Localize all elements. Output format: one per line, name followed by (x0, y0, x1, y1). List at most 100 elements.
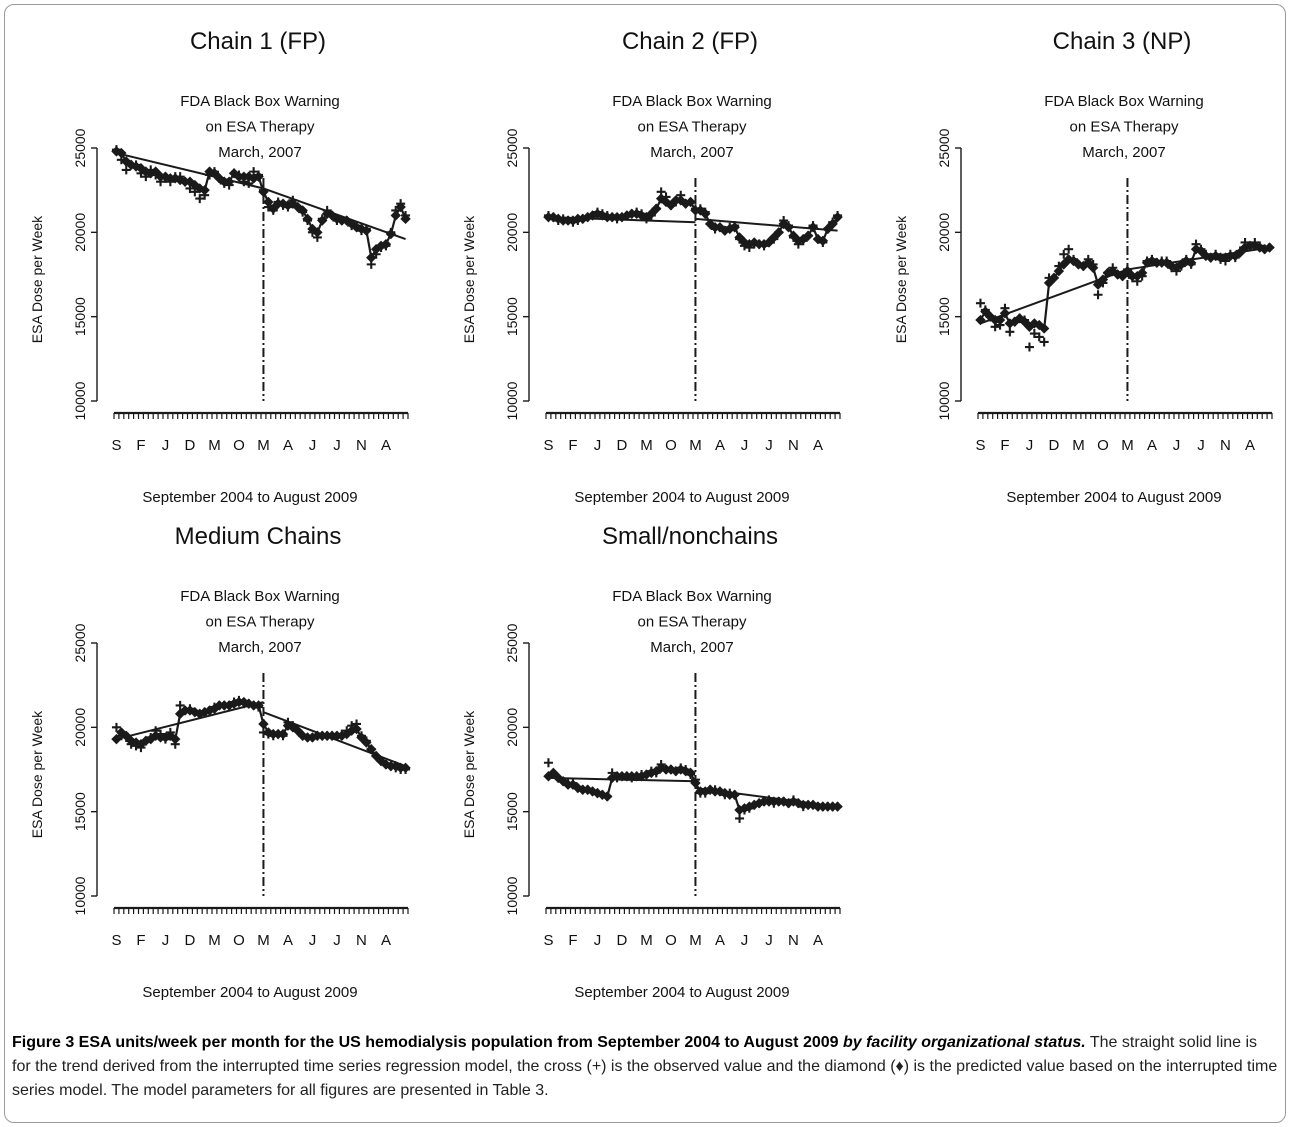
observed-cross (1201, 249, 1211, 259)
observed-cross (1005, 327, 1015, 337)
observed-cross (263, 202, 273, 212)
x-tick-label: A (715, 437, 725, 454)
chart-panel: Chain 1 (FP) FDA Black Box Warning on ESA … (29, 28, 411, 506)
x-tick-label: F (568, 437, 577, 454)
chart-panel: Chain 3 (NP) FDA Black Box Warning on ESA … (893, 28, 1275, 506)
observed-cross (1024, 342, 1034, 352)
observed-cross (788, 232, 798, 242)
observed-cross (170, 739, 180, 749)
x-tick-label: A (381, 437, 391, 454)
observed-cross (342, 726, 352, 736)
x-tick-label: M (1121, 437, 1134, 454)
observed-cross (764, 237, 774, 247)
trend-line (116, 701, 264, 741)
y-axis-label: ESA Dose per Week (29, 710, 45, 838)
observed-cross (1211, 249, 1221, 259)
observed-cross (681, 199, 691, 209)
observed-cross (352, 221, 362, 231)
observed-cross (1186, 259, 1196, 269)
observed-cross (1137, 271, 1147, 281)
observed-cross (254, 170, 264, 180)
observed-cross (293, 202, 303, 212)
observed-cross (190, 707, 200, 717)
observed-cross (1127, 273, 1137, 283)
y-tick-label: 20000 (72, 213, 88, 252)
observed-cross (739, 241, 749, 251)
predicted-diamond (111, 733, 122, 745)
chart-title: Chain 2 (FP) (622, 28, 758, 55)
observed-cross (401, 765, 411, 774)
observed-cross (676, 190, 686, 200)
observed-cross (1206, 253, 1216, 263)
observed-cross (352, 719, 362, 729)
observed-cross (597, 209, 607, 219)
observed-cross (1250, 237, 1260, 247)
observed-cross (391, 763, 401, 773)
observed-cross (386, 761, 396, 771)
observed-cross (583, 212, 593, 222)
observed-cross (622, 771, 632, 781)
observed-cross (205, 705, 215, 715)
observed-cross (1034, 332, 1044, 342)
x-tick-label: S (543, 437, 553, 454)
observed-cross (200, 190, 210, 200)
observed-cross (548, 770, 558, 780)
x-tick-label: J (765, 932, 773, 949)
observed-cross (666, 765, 676, 774)
annotation-text: FDA Black Box Warning (180, 588, 340, 605)
observed-cross (833, 210, 843, 220)
observed-cross (283, 717, 293, 727)
x-tick-label: A (813, 932, 823, 949)
observed-cross (244, 699, 254, 709)
trend-line (263, 711, 406, 768)
predicted-diamond (312, 227, 323, 238)
x-tick-label: F (136, 437, 145, 454)
observed-cross (705, 219, 715, 229)
observed-cross (641, 770, 651, 780)
y-tick-label: 15000 (504, 297, 520, 336)
annotation-text: on ESA Therapy (206, 614, 315, 631)
observed-cross (219, 178, 229, 188)
annotation-text: FDA Black Box Warning (180, 93, 340, 110)
observed-cross (769, 798, 779, 808)
x-axis-label: September 2004 to August 2009 (142, 984, 357, 1001)
chart-panel: Small/nonchains FDA Black Box Warning on E… (461, 523, 843, 1001)
observed-cross (376, 756, 386, 766)
predicted-line (116, 150, 407, 261)
observed-cross (627, 773, 637, 783)
annotation-text: FDA Black Box Warning (612, 93, 772, 110)
observed-cross (121, 165, 131, 175)
observed-cross (1255, 241, 1265, 251)
observed-cross (543, 758, 553, 768)
observed-cross (160, 734, 170, 744)
observed-cross (386, 227, 396, 237)
observed-cross (656, 759, 666, 769)
observed-cross (1181, 254, 1191, 264)
annotation-text: on ESA Therapy (638, 614, 747, 631)
predicted-diamond (1239, 242, 1251, 253)
x-tick-label: F (136, 932, 145, 949)
x-tick-label: M (640, 437, 653, 454)
x-tick-label: J (1026, 437, 1034, 454)
y-tick-label: 15000 (72, 297, 88, 336)
observed-cross (1191, 239, 1201, 249)
x-tick-label: A (283, 932, 293, 949)
observed-cross (563, 216, 573, 226)
observed-cross (151, 170, 161, 180)
observed-cross (1132, 276, 1142, 286)
y-tick-label: 25000 (72, 128, 88, 167)
observed-cross (131, 160, 141, 170)
observed-cross (573, 216, 583, 226)
observed-cross (229, 697, 239, 707)
observed-cross (632, 207, 642, 217)
x-tick-label: M (257, 437, 270, 454)
observed-cross (1078, 261, 1088, 271)
observed-cross (715, 222, 725, 232)
x-tick-label: S (111, 932, 121, 949)
observed-cross (622, 210, 632, 220)
x-tick-label: J (741, 932, 749, 949)
chart-title: Small/nonchains (602, 523, 778, 550)
observed-cross (209, 167, 219, 177)
x-tick-label: A (381, 932, 391, 949)
x-tick-label: J (162, 437, 170, 454)
